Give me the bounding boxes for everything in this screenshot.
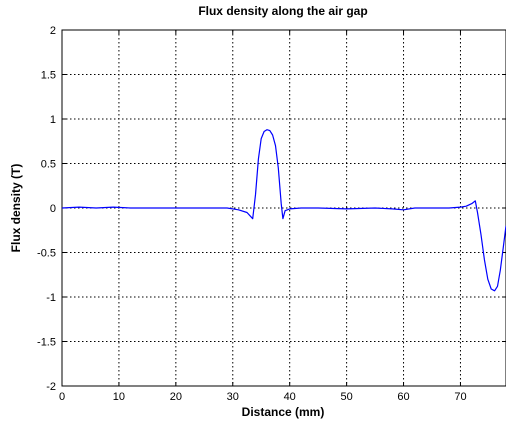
y-tick-label: -0.5 (37, 248, 56, 260)
y-tick-label: -1 (46, 292, 56, 304)
chart-title: Flux density along the air gap (198, 4, 367, 18)
y-tick-label: -2 (46, 381, 56, 393)
y-tick-label: 0.5 (41, 159, 56, 171)
x-tick-label: 50 (340, 391, 352, 403)
x-tick-label: 20 (170, 391, 182, 403)
x-tick-label: 70 (454, 391, 466, 403)
x-tick-label: 0 (59, 391, 65, 403)
x-tick-label: 60 (397, 391, 409, 403)
y-tick-label: 0 (50, 203, 56, 215)
x-tick-label: 10 (113, 391, 125, 403)
y-tick-label: 1.5 (41, 70, 56, 82)
y-tick-label: 2 (50, 25, 56, 37)
x-tick-label: 40 (284, 391, 296, 403)
x-axis-label: Distance (mm) (242, 405, 325, 419)
flux-density-series-line (61, 129, 506, 292)
y-tick-label: 1 (50, 114, 56, 126)
axis-ticks (61, 29, 506, 387)
y-tick-label: -1.5 (37, 337, 56, 349)
series-layer (61, 129, 506, 292)
x-tick-label: 30 (227, 391, 239, 403)
tick-labels: 0 10 20 30 40 50 60 70 2 1.5 1 0.5 0 -0.5 -1 -1.5 -2 (37, 25, 467, 403)
y-axis-label: Flux density (T) (9, 164, 23, 253)
grid-lines (62, 30, 506, 386)
